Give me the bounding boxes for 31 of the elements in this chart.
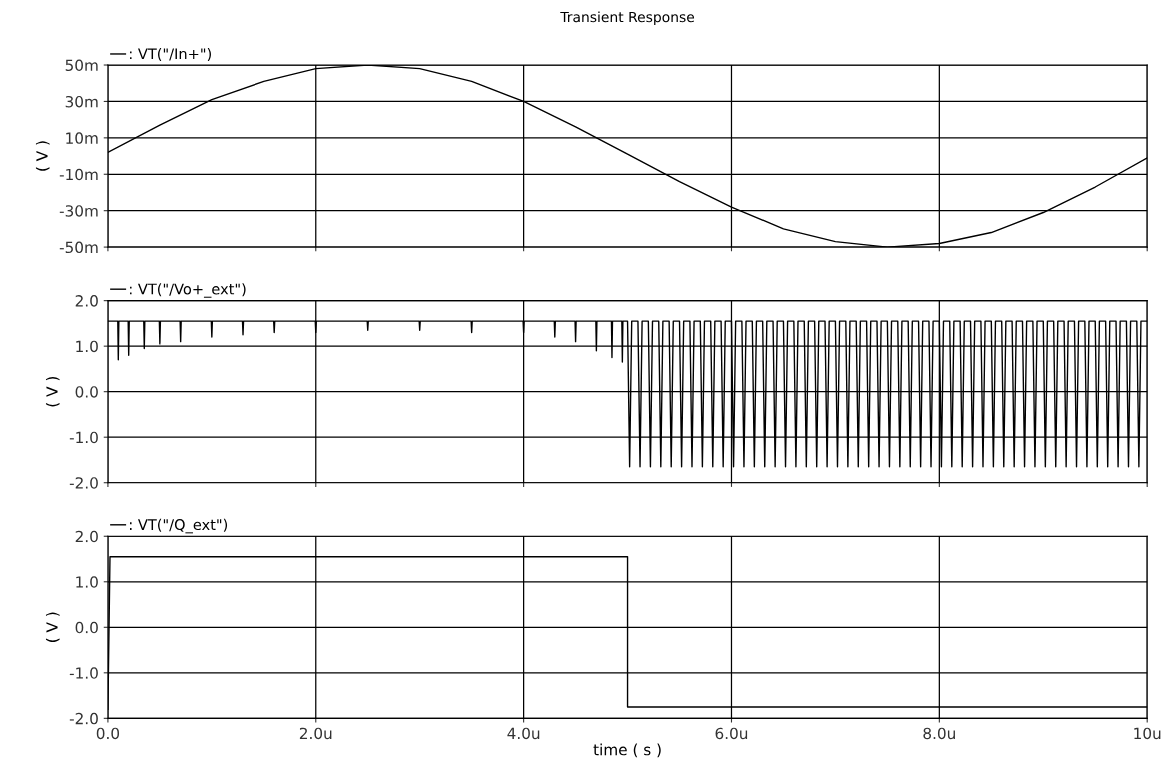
y-tick-label: -1.0 bbox=[69, 431, 98, 444]
y-axis-title: ( V ) bbox=[45, 376, 60, 407]
chart-title: Transient Response bbox=[560, 11, 695, 25]
y-tick-label: 50m bbox=[65, 59, 98, 72]
y-tick-label: -2.0 bbox=[69, 477, 98, 489]
x-tick-label: 0.0 bbox=[96, 727, 120, 740]
x-tick-label: 8.0u bbox=[923, 727, 955, 740]
x-tick-label: 10u bbox=[1134, 727, 1161, 740]
y-tick-label: -2.0 bbox=[69, 712, 98, 725]
y-tick-label: 10m bbox=[66, 132, 98, 144]
y-tick-label: 2.0 bbox=[75, 530, 98, 543]
y-tick-label: -10m bbox=[59, 168, 98, 181]
y-tick-label: 2.0 bbox=[75, 295, 98, 307]
y-tick-label: 1.0 bbox=[76, 576, 98, 588]
x-tick-label: 4.0u bbox=[507, 727, 540, 740]
legend-label: : VT("/In+") bbox=[130, 48, 211, 61]
x-tick-label: 6.0u bbox=[715, 727, 748, 740]
legend-label: : VT("/Q_ext") bbox=[130, 518, 228, 534]
y-tick-label: -50m bbox=[59, 241, 98, 254]
y-tick-label: 0.0 bbox=[75, 621, 98, 634]
y-tick-label: -1.0 bbox=[69, 667, 98, 679]
y-tick-label: 1.0 bbox=[76, 340, 98, 353]
y-axis-title: ( V ) bbox=[45, 612, 60, 643]
y-tick-label: -30m bbox=[59, 205, 98, 217]
line-series bbox=[107, 65, 1148, 248]
y-axis-title: ( V ) bbox=[35, 141, 50, 171]
x-axis-title: time ( s ) bbox=[593, 743, 661, 758]
y-tick-label: 0.0 bbox=[75, 386, 98, 398]
y-tick-label: 30m bbox=[65, 95, 98, 108]
legend-label: : VT("/Vo+_ext") bbox=[130, 283, 246, 298]
x-tick-label: 2.0u bbox=[299, 727, 332, 740]
